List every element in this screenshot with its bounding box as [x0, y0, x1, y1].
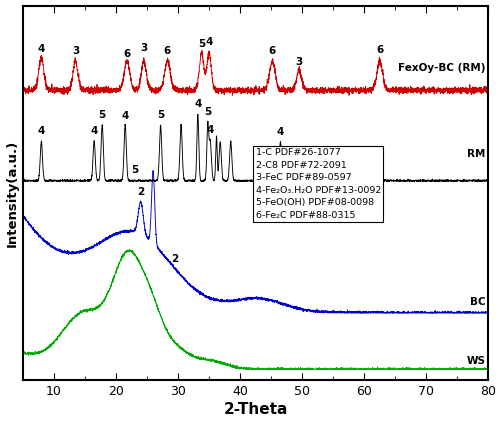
Text: 2: 2 — [137, 187, 144, 197]
Text: 4: 4 — [206, 125, 213, 135]
Text: 5: 5 — [204, 107, 211, 117]
Y-axis label: Intensity(a.u.): Intensity(a.u.) — [6, 139, 19, 247]
Text: 4: 4 — [194, 99, 201, 110]
Text: 5: 5 — [98, 110, 106, 120]
Text: FexOy-BC (RM): FexOy-BC (RM) — [397, 63, 484, 73]
Text: 5: 5 — [197, 39, 205, 49]
Text: BC: BC — [469, 297, 484, 308]
Text: 5: 5 — [131, 165, 138, 176]
Text: 4: 4 — [38, 126, 45, 136]
Text: 4: 4 — [38, 44, 45, 54]
Text: 6: 6 — [375, 45, 383, 55]
Text: 6: 6 — [268, 46, 276, 56]
X-axis label: 2-Theta: 2-Theta — [223, 402, 287, 418]
Text: 2: 2 — [171, 254, 178, 264]
Text: 1-C PDF#26-1077
2-C8 PDF#72-2091
3-FeC PDF#89-0597
4-Fe₂O₃.H₂O PDF#13-0092
5-FeO: 1-C PDF#26-1077 2-C8 PDF#72-2091 3-FeC P… — [255, 148, 380, 220]
Text: 3: 3 — [140, 43, 147, 53]
Text: 5: 5 — [157, 110, 164, 121]
Text: 4: 4 — [121, 111, 129, 121]
Text: 6: 6 — [163, 46, 171, 56]
Text: 4: 4 — [90, 126, 98, 136]
Text: 3: 3 — [295, 57, 302, 67]
Text: 3: 3 — [72, 46, 79, 56]
Text: 4: 4 — [276, 127, 284, 137]
Text: 6: 6 — [123, 49, 130, 59]
Text: WS: WS — [465, 356, 484, 365]
Text: 4: 4 — [205, 37, 212, 47]
Text: RM: RM — [466, 149, 484, 159]
